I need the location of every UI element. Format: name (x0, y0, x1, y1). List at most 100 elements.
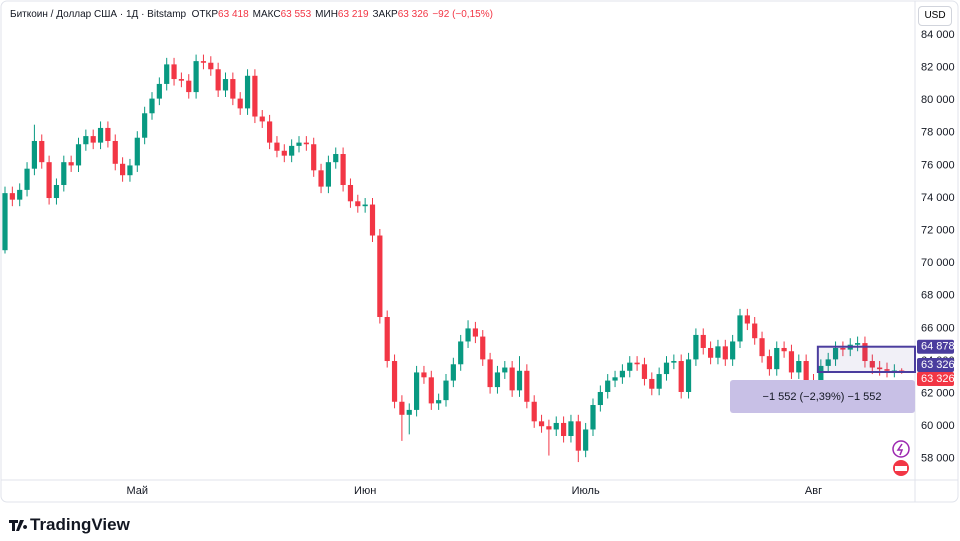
candle-body (24, 168, 30, 190)
candle-body (399, 401, 405, 415)
price-label-bg (917, 339, 954, 354)
x-tick-label: Июль (572, 485, 600, 497)
price-label: 63 326 (921, 359, 955, 371)
candle-body (428, 377, 434, 404)
candle-body (663, 362, 670, 375)
price-label: 63 326 (921, 373, 955, 385)
candle-body (561, 422, 567, 436)
candle-body (325, 162, 331, 187)
candle-body (369, 204, 376, 236)
candle-body (149, 98, 155, 114)
candle-body (502, 367, 508, 373)
candle-body (289, 145, 295, 156)
candle-body (156, 83, 162, 99)
currency-button[interactable]: USD (918, 6, 952, 26)
candle-body (362, 204, 368, 207)
candle-body (759, 338, 765, 357)
candle-body (384, 317, 390, 362)
measure-label: −1 552 (−2,39%) −1 552 (763, 391, 882, 403)
frame (0, 0, 959, 503)
ohlc-name: ЗАКР (372, 9, 398, 20)
price-label-bg (917, 358, 954, 373)
candle-body (612, 377, 618, 381)
candle-body (472, 328, 478, 337)
price-label: 64 878 (921, 341, 955, 353)
candle-body (619, 370, 625, 378)
candle-body (318, 170, 324, 187)
header: Биткоин / Доллар США · 1Д · Bitstamp ОТК… (10, 9, 497, 20)
candle-body (296, 142, 302, 146)
ohlc-value: 63 326 (397, 9, 429, 20)
candle-body (208, 62, 214, 70)
alert-icon-bolt (896, 443, 904, 456)
ohlc-name: МАКС (252, 9, 281, 20)
x-tick-label: Май (127, 485, 149, 497)
ohlc: ОТКР63 418 МАКС63 553 МИН63 219 ЗАКР63 326 (192, 9, 433, 20)
candle-body (259, 116, 265, 122)
ohlc-value: 63 418 (218, 9, 249, 20)
candle-body (230, 79, 236, 99)
alert-icon[interactable] (892, 440, 910, 458)
candle-body (31, 140, 37, 169)
y-tick-label: 82 000 (921, 62, 955, 74)
candle-body (186, 80, 192, 93)
candle-body (678, 361, 684, 392)
ohlc-name: МИН (315, 9, 338, 20)
y-tick-label: 68 000 (921, 290, 955, 302)
candle-body (840, 347, 846, 350)
y-tick-label: 58 000 (921, 453, 955, 465)
candle-body (685, 359, 692, 392)
brand: TradingView (30, 515, 130, 534)
candle-body (641, 364, 648, 379)
candle-body (538, 421, 545, 427)
candle-body (340, 154, 346, 185)
measure-box (730, 380, 915, 413)
candle-body (281, 150, 287, 156)
x-tick-label: Июн (354, 485, 376, 497)
candle-body (244, 75, 251, 109)
candle-body (744, 315, 750, 324)
candle-body (634, 362, 640, 365)
candle-body (193, 61, 199, 93)
candle-body (443, 380, 449, 401)
candle-body (774, 347, 780, 370)
candle-body (737, 315, 743, 342)
y-tick-label: 76 000 (921, 159, 955, 171)
candle-body (377, 235, 383, 318)
candle-body (436, 400, 442, 404)
candle-body (450, 364, 456, 381)
candle-body (68, 162, 74, 166)
candle-body (869, 361, 875, 368)
candle-body (53, 184, 60, 199)
candle-body (164, 64, 170, 84)
candle-body (237, 98, 243, 109)
candle-body (862, 343, 868, 362)
candle-body (803, 361, 809, 381)
candle-body (818, 365, 824, 384)
candle-body (693, 334, 699, 360)
candle-body (2, 193, 8, 251)
candle-body (142, 113, 148, 138)
y-tick-label: 62 000 (921, 388, 955, 400)
y-tick-label: 74 000 (921, 192, 955, 204)
candle-body (17, 189, 23, 200)
brand-logo (9, 520, 28, 531)
candle-body (105, 127, 111, 141)
candle-body (605, 380, 611, 392)
candle-body (61, 162, 67, 185)
symbol-title: Биткоин / Доллар США · 1Д · Bitstamp (10, 9, 187, 20)
candle-body (832, 347, 839, 360)
ohlc-name: ОТКР (191, 9, 219, 20)
candle-body (494, 372, 501, 388)
candle-body (649, 378, 655, 389)
candle-body (722, 346, 728, 360)
candle-body (627, 362, 633, 371)
candle-body (715, 346, 721, 358)
y-tick-label: 72 000 (921, 225, 955, 237)
ohlc-value: 63 553 (280, 9, 312, 20)
candle-body (531, 401, 537, 422)
y-tick-label: 60 000 (921, 420, 955, 432)
candle-body (127, 165, 133, 176)
candle-body (465, 328, 471, 342)
